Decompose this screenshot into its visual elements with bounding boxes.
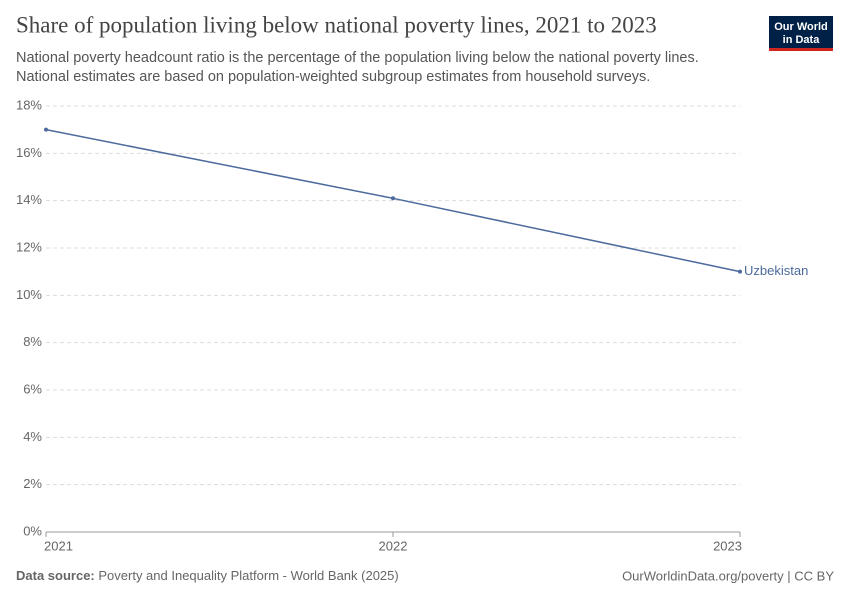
subtitle: National poverty headcount ratio is the … (16, 50, 699, 66)
chart-title: Share of population living below nationa… (16, 12, 657, 37)
source-label: Data source: (16, 568, 95, 583)
y-tick-label: 10% (16, 287, 42, 302)
x-tick-label: 2022 (379, 538, 408, 553)
series-label: Uzbekistan (744, 263, 808, 278)
data-point (738, 269, 742, 274)
logo-bar (769, 48, 833, 51)
y-tick-label: 6% (23, 381, 42, 396)
x-tick-label: 2021 (44, 538, 73, 553)
y-tick-label: 8% (23, 334, 42, 349)
data-point (44, 127, 48, 132)
footer-link[interactable]: OurWorldinData.org/poverty | CC BY (622, 568, 834, 583)
x-tick-label: 2023 (713, 538, 742, 553)
logo-text: in Data (783, 34, 821, 46)
y-tick-label: 0% (23, 523, 42, 538)
footer-source: Data source: Poverty and Inequality Plat… (16, 568, 399, 583)
y-tick-label: 16% (16, 145, 42, 160)
y-tick-label: 2% (23, 476, 42, 491)
y-tick-label: 4% (23, 429, 42, 444)
subtitle: National estimates are based on populati… (16, 69, 650, 85)
logo-text: Our World (774, 21, 828, 33)
source[interactable]: Poverty and Inequality Platform - World … (98, 568, 398, 583)
logo[interactable] (769, 16, 833, 50)
data-point (391, 196, 395, 201)
y-tick-label: 18% (16, 97, 42, 112)
y-tick-label: 14% (16, 192, 42, 207)
y-tick-label: 12% (16, 239, 42, 254)
